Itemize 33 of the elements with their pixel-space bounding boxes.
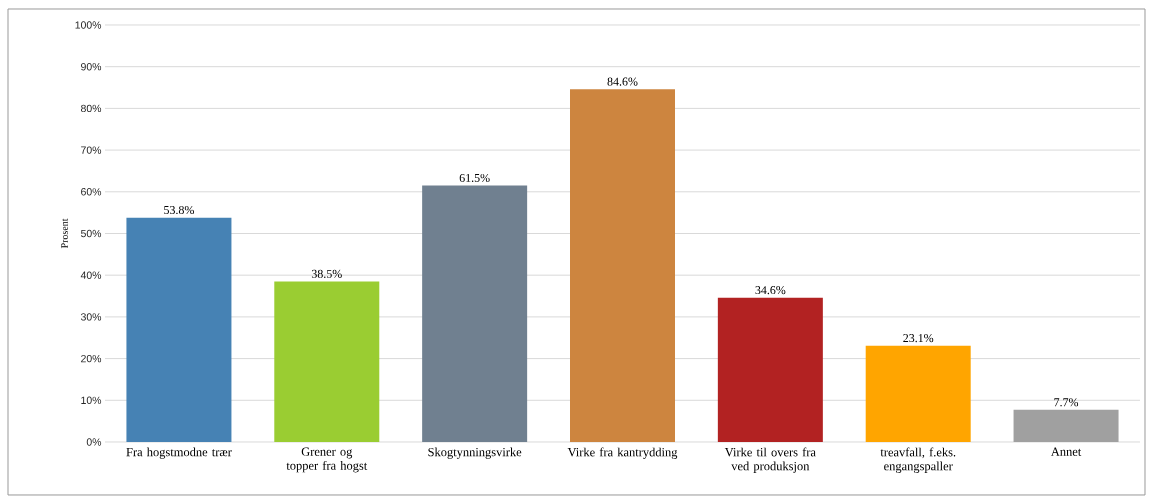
y-tick-label: 30%: [80, 313, 102, 321]
y-tick-label: 0%: [86, 438, 102, 446]
bar: [865, 345, 971, 442]
bar: [274, 281, 380, 442]
x-tick-label: Skogtynningsvirke: [428, 447, 522, 459]
data-label: 34.6%: [755, 286, 786, 295]
y-tick-label: 40%: [80, 271, 102, 279]
x-tick-label: Grener og topper fra hogst: [286, 447, 368, 473]
bar: [1013, 409, 1119, 442]
x-tick-label: treavfall, f.eks. engangspaller: [880, 447, 956, 473]
y-tick-label: 80%: [81, 104, 102, 113]
y-tick-label: 50%: [80, 229, 102, 238]
y-tick-label: 60%: [81, 188, 102, 196]
data-label: 7.7%: [1054, 398, 1079, 407]
x-tick-label: Virke til overs fra ved produksjon: [724, 447, 816, 473]
data-label: 38.5%: [311, 269, 342, 278]
y-tick-label: 100%: [75, 21, 102, 29]
data-label: 53.8%: [164, 206, 194, 215]
x-tick-label: Virke fra kantrydding: [567, 447, 678, 459]
data-label: 84.6%: [607, 77, 638, 86]
y-tick-label: 10%: [81, 396, 102, 404]
x-tick-label: Annet: [1050, 447, 1082, 456]
bar: [126, 217, 232, 442]
bar: [422, 185, 528, 442]
data-label: 61.5%: [459, 173, 490, 183]
data-label: 23.1%: [903, 334, 934, 343]
y-tick-label: 70%: [81, 146, 102, 154]
bar: [570, 89, 675, 442]
bar: [717, 297, 823, 442]
y-tick-label: 20%: [81, 354, 102, 363]
x-tick-label: Fra hogstmodne trær: [126, 447, 232, 459]
y-axis-title: Prosent: [61, 218, 68, 249]
y-tick-label: 90%: [81, 62, 102, 71]
